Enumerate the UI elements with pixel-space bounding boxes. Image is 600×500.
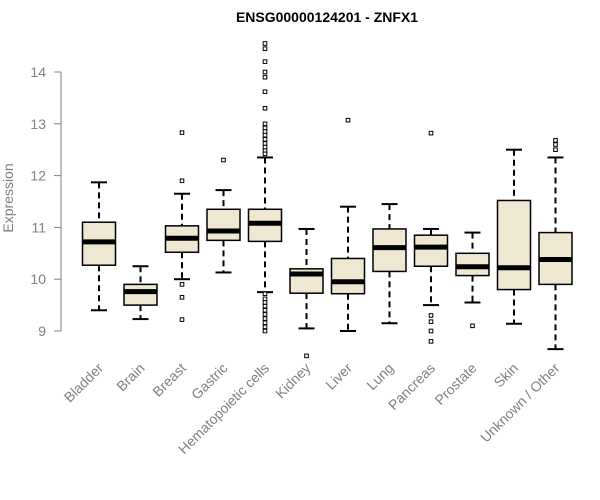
y-tick-label: 13 [30, 116, 46, 132]
outlier-point [262, 328, 268, 334]
x-tick-label: Brain [113, 360, 147, 394]
outlier-point [345, 117, 351, 123]
box-liver [330, 117, 366, 332]
outlier-point [262, 303, 268, 309]
outlier-point [179, 178, 185, 184]
x-tick-label: Prostate [431, 360, 479, 408]
box-kidney [289, 227, 324, 359]
outlier-point [428, 339, 434, 344]
outlier-point [428, 130, 434, 136]
outlier-point [262, 41, 268, 46]
outlier-point [262, 300, 268, 305]
outlier-point [553, 138, 558, 143]
x-tick-label: Kidney [272, 360, 314, 402]
outlier-point [428, 313, 434, 318]
y-tick-label: 9 [38, 323, 46, 339]
y-axis-label: Expression [0, 163, 16, 232]
outlier-point [262, 69, 268, 75]
y-tick-label: 14 [30, 64, 46, 80]
x-tick-label: Lung [363, 360, 396, 393]
outlier-point [262, 144, 268, 150]
box-prostate [455, 231, 490, 329]
outlier-point [553, 142, 558, 147]
box-bladder [81, 181, 117, 312]
iqr-box [330, 257, 366, 295]
outlier-point [262, 132, 268, 138]
outlier-point [179, 282, 185, 287]
outlier-point [262, 46, 268, 51]
box-hematopoietic-cells [247, 41, 283, 334]
outlier-point [262, 312, 268, 317]
outlier-point [262, 89, 268, 94]
plot-area [81, 41, 573, 359]
outlier-point [262, 74, 268, 80]
outlier-point [428, 319, 434, 324]
x-tick-label: Skin [491, 360, 522, 391]
outlier-point [262, 141, 268, 146]
y-tick-label: 11 [31, 219, 46, 235]
outlier-point [179, 130, 185, 135]
outlier-point [262, 324, 268, 330]
iqr-box [413, 234, 449, 267]
box-lung [372, 203, 407, 325]
box-skin [496, 148, 532, 325]
outlier-point [428, 328, 434, 334]
outlier-point [470, 323, 475, 329]
outlier-point [262, 307, 268, 313]
iqr-box [496, 199, 532, 291]
outlier-point [262, 129, 268, 134]
outlier-point [262, 320, 268, 326]
iqr-box [123, 283, 158, 306]
outlier-point [179, 295, 185, 300]
outlier-point [262, 125, 268, 131]
outlier-point [262, 105, 268, 111]
y-tick-label: 10 [30, 271, 46, 287]
outlier-point [221, 157, 226, 163]
box-pancreas [413, 130, 449, 344]
outlier-point [262, 291, 268, 297]
box-gastric [206, 157, 241, 274]
box-brain [123, 265, 158, 321]
x-tick-label: Liver [322, 360, 355, 393]
y-axis-ticks: 9 10 11 12 13 14 [30, 64, 61, 339]
outlier-point [262, 121, 268, 127]
chart-title: ENSG00000124201 - ZNFX1 [236, 9, 418, 25]
x-tick-label: Bladder [61, 360, 107, 406]
outlier-point [262, 296, 268, 302]
box-breast [164, 130, 200, 322]
outlier-point [304, 353, 309, 359]
iqr-box [372, 228, 407, 273]
outlier-point [262, 59, 268, 64]
outlier-point [553, 147, 558, 152]
outlier-point [179, 317, 185, 322]
outlier-point [262, 151, 268, 157]
outlier-point [262, 137, 268, 142]
box-unknown-other [538, 138, 573, 351]
iqr-box [206, 208, 241, 242]
x-tick-label: Unknown / Other [477, 360, 563, 446]
y-tick-label: 12 [30, 168, 46, 184]
x-tick-label: Breast [149, 360, 189, 400]
outlier-point [262, 316, 268, 321]
